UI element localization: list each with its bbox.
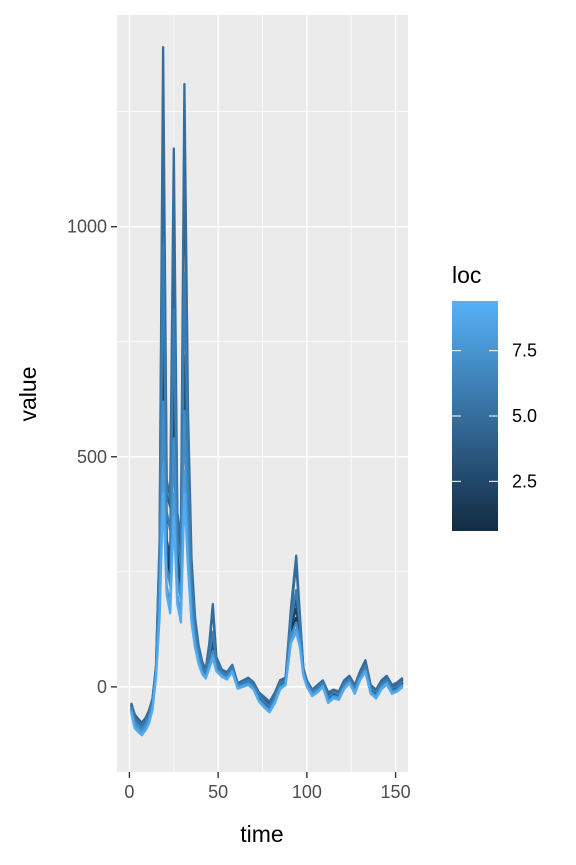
x-tick-label: 0 (124, 782, 134, 802)
legend-tick-label: 2.5 (512, 471, 537, 491)
series-line-loc-6 (130, 243, 404, 729)
series-lines (130, 46, 404, 737)
legend-tick-label: 7.5 (512, 341, 537, 361)
y-tick-label: 500 (77, 447, 107, 467)
x-axis: 0 50 100 150 (124, 772, 411, 802)
legend-ticks: 2.5 5.0 7.5 (452, 341, 537, 491)
x-tick-label: 100 (292, 782, 322, 802)
y-axis: 0 500 1000 (67, 217, 117, 697)
legend-tick-label: 5.0 (512, 406, 537, 426)
y-tick-label: 1000 (67, 217, 107, 237)
x-tick-label: 150 (381, 782, 411, 802)
x-tick-label: 50 (208, 782, 228, 802)
legend: loc 2.5 5.0 7.5 (452, 262, 537, 531)
legend-title: loc (452, 262, 481, 288)
major-gridlines (117, 15, 408, 772)
y-axis-title: value (15, 367, 41, 422)
x-axis-title: time (240, 821, 283, 847)
series-line-loc-9 (130, 492, 404, 737)
y-tick-label: 0 (97, 677, 107, 697)
